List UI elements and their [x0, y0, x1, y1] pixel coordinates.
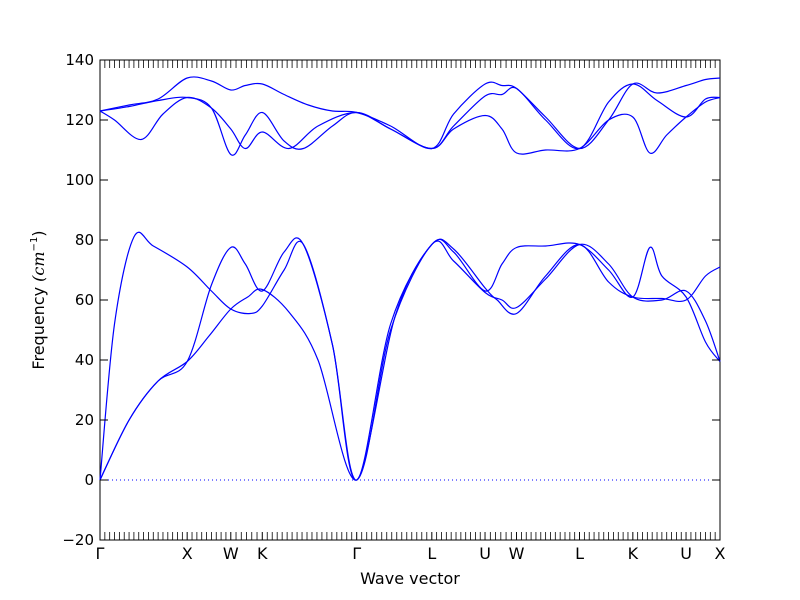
k-point-label: Γ	[96, 544, 105, 563]
x-axis-label: Wave vector	[360, 569, 460, 588]
y-axis-ticks: −20 0 20 40 60 80 100 120 140	[62, 51, 720, 549]
y-tick-label: 140	[65, 51, 94, 69]
plot-area-frame	[99, 59, 721, 541]
k-point-label: W	[223, 544, 239, 563]
k-point-label: L	[427, 544, 436, 563]
y-tick-label: −20	[62, 531, 94, 549]
k-point-label: X	[715, 544, 726, 563]
y-tick-label: 60	[75, 291, 94, 309]
k-point-label: L	[575, 544, 584, 563]
k-point-label: K	[257, 544, 268, 563]
band-line-3	[99, 237, 721, 481]
band-line-1	[99, 240, 721, 481]
band-line-6	[99, 76, 721, 150]
y-tick-label: 100	[65, 171, 94, 189]
k-point-label: Γ	[352, 544, 361, 563]
y-axis-label: Frequency (cm−1)	[29, 230, 48, 369]
band-line-2	[99, 231, 721, 481]
y-tick-label: 0	[84, 471, 94, 489]
k-point-label: U	[479, 544, 491, 563]
y-tick-label: 80	[75, 231, 94, 249]
y-tick-label: 40	[75, 351, 94, 369]
k-point-label: K	[628, 544, 639, 563]
k-point-label: W	[509, 544, 525, 563]
k-point-label: X	[182, 544, 193, 563]
y-tick-label: 20	[75, 411, 94, 429]
k-point-label: U	[680, 544, 692, 563]
y-tick-label: 120	[65, 111, 94, 129]
band-line-5	[99, 83, 721, 156]
series-layer	[99, 76, 721, 481]
